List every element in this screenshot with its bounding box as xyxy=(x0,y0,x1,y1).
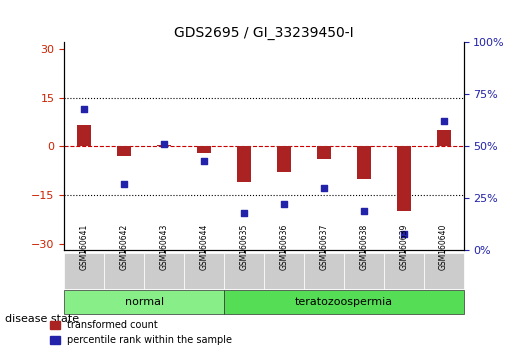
Bar xyxy=(397,146,410,211)
Point xyxy=(439,119,448,124)
Point xyxy=(359,208,368,213)
Text: GSM160639: GSM160639 xyxy=(399,224,408,270)
Bar xyxy=(77,125,91,146)
Text: GSM160644: GSM160644 xyxy=(200,224,209,270)
Point xyxy=(240,210,248,216)
Bar xyxy=(277,146,291,172)
Text: normal: normal xyxy=(125,297,164,307)
Bar xyxy=(117,146,131,156)
Bar xyxy=(157,145,171,146)
Point xyxy=(120,181,128,187)
FancyBboxPatch shape xyxy=(304,253,344,289)
Point xyxy=(400,231,408,236)
FancyBboxPatch shape xyxy=(224,290,464,314)
Bar xyxy=(197,146,211,153)
Text: GSM160641: GSM160641 xyxy=(80,224,89,270)
Bar xyxy=(357,146,371,179)
Text: GSM160642: GSM160642 xyxy=(120,224,129,270)
Text: disease state: disease state xyxy=(5,314,79,324)
FancyBboxPatch shape xyxy=(384,253,423,289)
Point xyxy=(320,185,328,191)
Point xyxy=(200,158,208,164)
Title: GDS2695 / GI_33239450-I: GDS2695 / GI_33239450-I xyxy=(174,26,354,40)
Point xyxy=(280,202,288,207)
Bar xyxy=(317,146,331,159)
Text: GSM160637: GSM160637 xyxy=(319,224,328,270)
FancyBboxPatch shape xyxy=(64,253,104,289)
FancyBboxPatch shape xyxy=(344,253,384,289)
Legend: transformed count, percentile rank within the sample: transformed count, percentile rank withi… xyxy=(46,316,236,349)
FancyBboxPatch shape xyxy=(264,253,304,289)
FancyBboxPatch shape xyxy=(224,253,264,289)
FancyBboxPatch shape xyxy=(423,253,464,289)
FancyBboxPatch shape xyxy=(184,253,224,289)
Point xyxy=(80,106,89,112)
FancyBboxPatch shape xyxy=(64,290,224,314)
Text: GSM160643: GSM160643 xyxy=(160,224,168,270)
Bar xyxy=(437,130,451,146)
Point xyxy=(160,141,168,147)
Bar xyxy=(237,146,251,182)
Text: GSM160635: GSM160635 xyxy=(239,224,248,270)
Text: GSM160638: GSM160638 xyxy=(359,224,368,270)
Text: GSM160636: GSM160636 xyxy=(280,224,288,270)
FancyBboxPatch shape xyxy=(104,253,144,289)
Text: GSM160640: GSM160640 xyxy=(439,224,448,270)
FancyBboxPatch shape xyxy=(144,253,184,289)
Text: teratozoospermia: teratozoospermia xyxy=(295,297,393,307)
